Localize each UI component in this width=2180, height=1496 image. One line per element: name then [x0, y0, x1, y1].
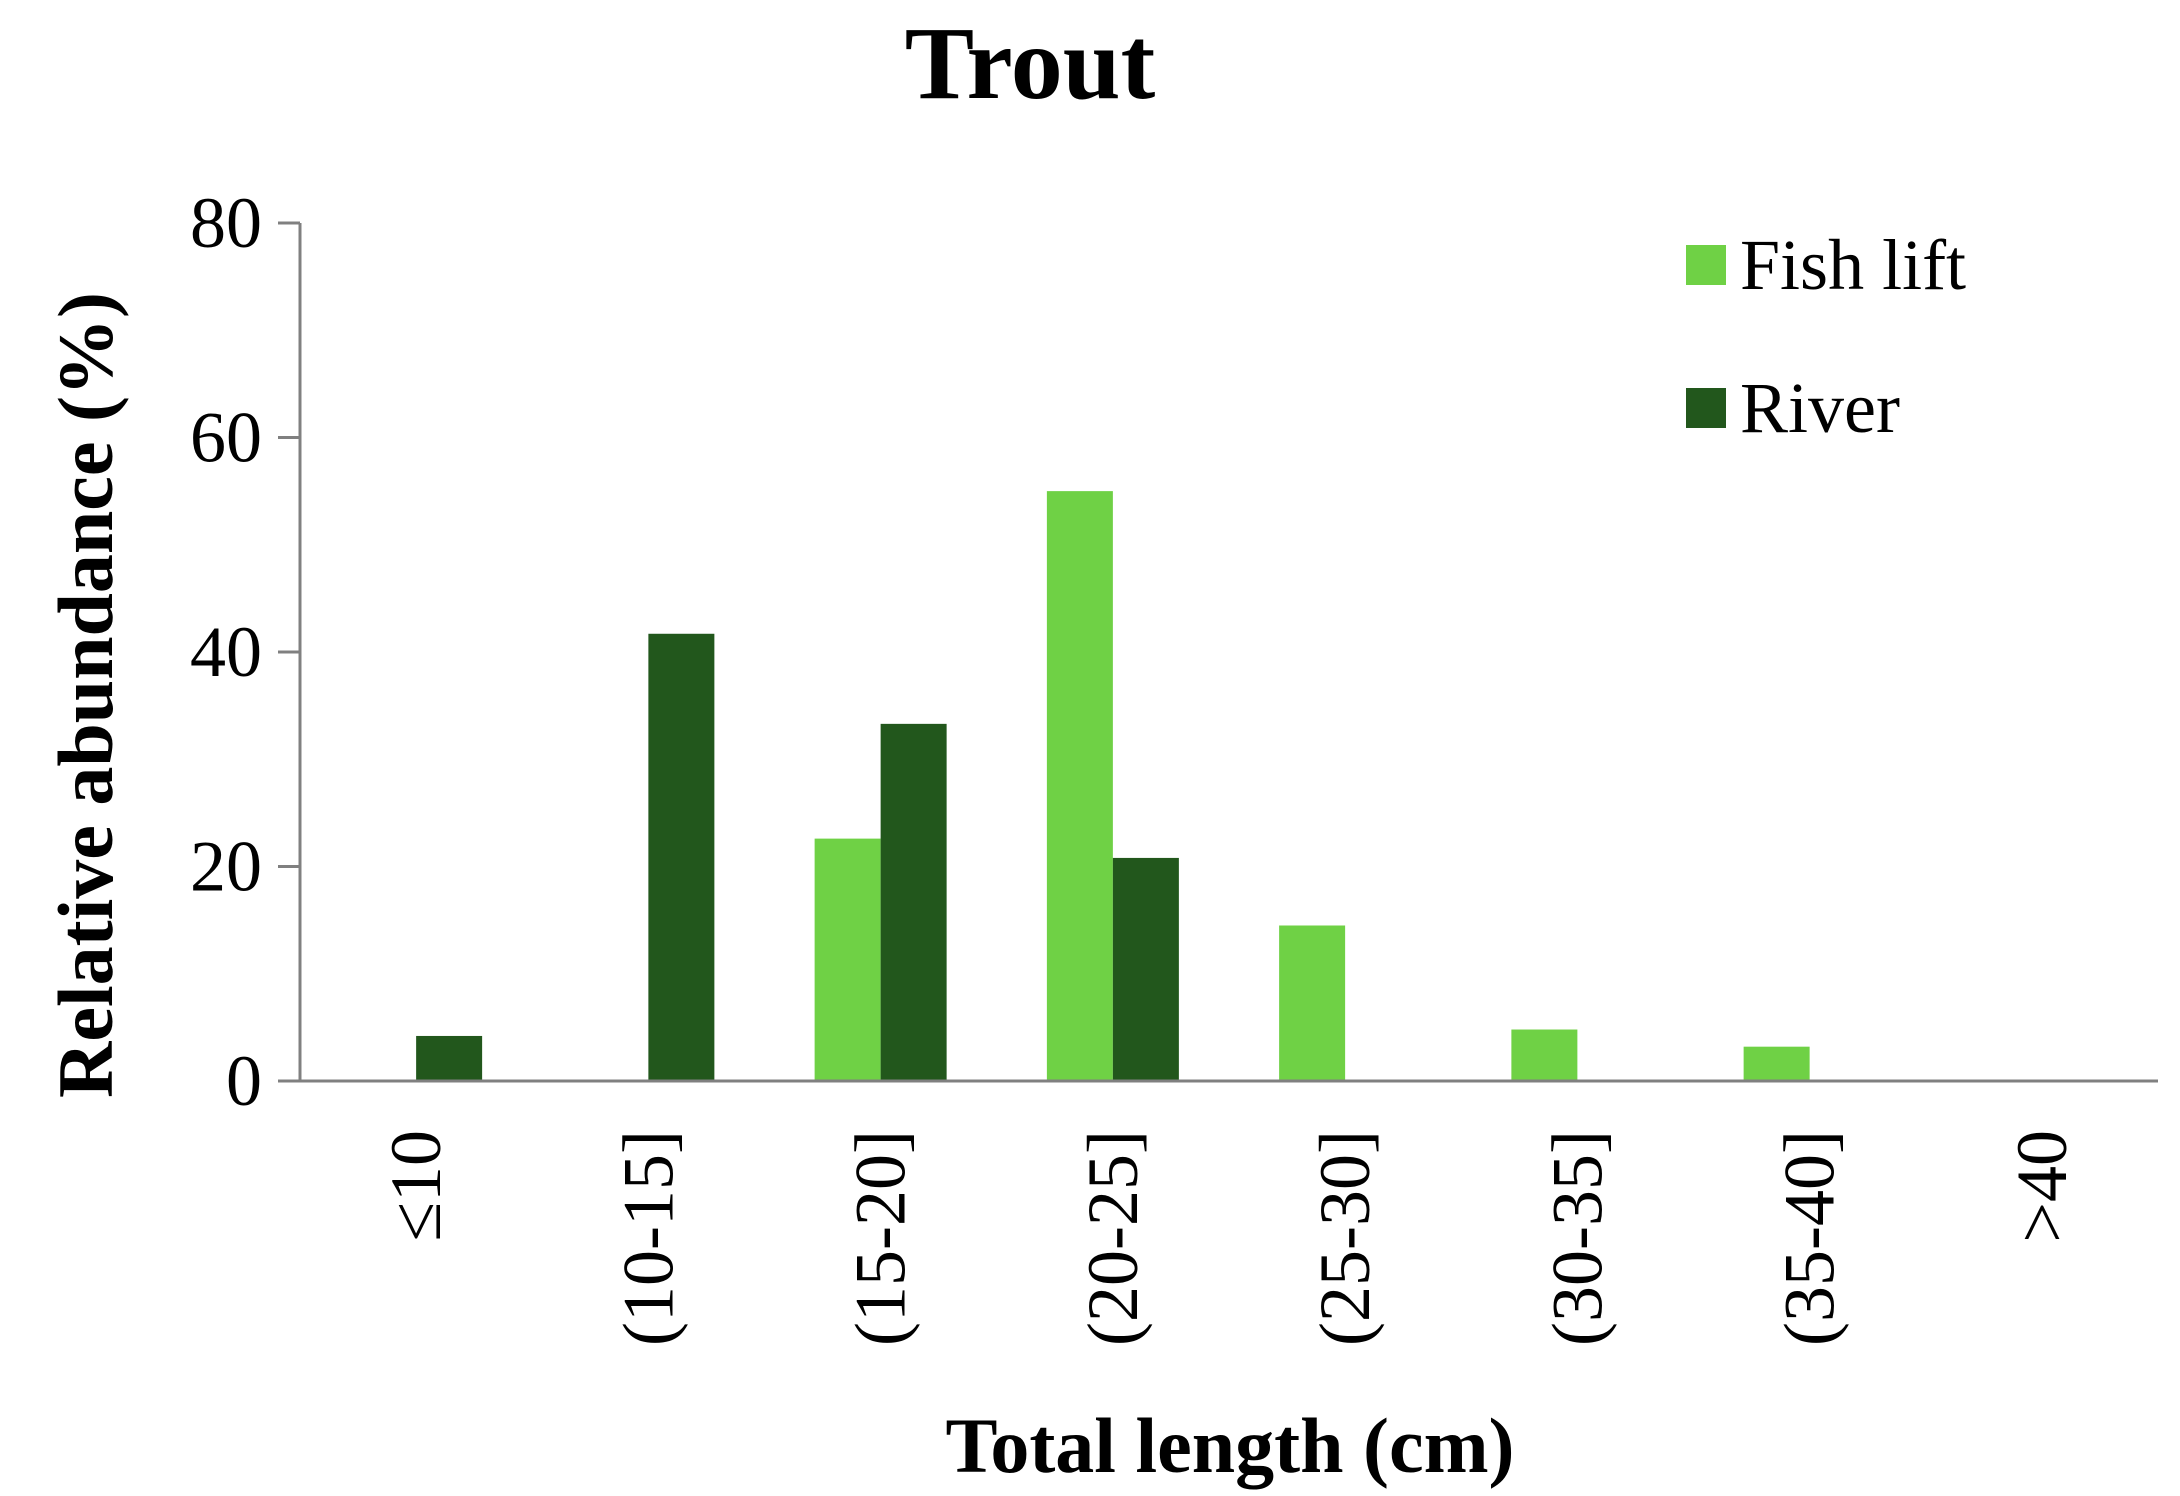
bar-river-2 [880, 723, 947, 1081]
x-tick-label-1: (10-15] [608, 1130, 688, 1346]
bar-fish-lift-5 [1511, 1029, 1578, 1081]
bar-fish-lift-3 [1046, 491, 1113, 1081]
x-tick-label-5: (30-35] [1537, 1130, 1617, 1346]
y-axis-title: Relative abundance (%) [42, 292, 129, 1098]
x-tick-label-7: >40 [2002, 1130, 2082, 1243]
legend-swatch-river [1686, 388, 1726, 428]
x-tick-label-0: ≤10 [376, 1130, 456, 1242]
x-tick-label-4: (25-30] [1305, 1130, 1385, 1346]
bar-river-0 [416, 1035, 483, 1081]
bar-fish-lift-6 [1743, 1046, 1810, 1081]
legend: Fish lift River [1686, 225, 1966, 448]
plot-area: 0 20 40 60 80 ≤10 (10-15] (15-20] (20-25] (25-30]… [190, 183, 2158, 1346]
y-tick-label-40: 40 [190, 612, 262, 692]
legend-label-fish-lift: Fish lift [1740, 225, 1966, 305]
x-axis-title: Total length (cm) [945, 1402, 1514, 1489]
y-tick-label-80: 80 [190, 183, 262, 263]
legend-swatch-fish-lift [1686, 245, 1726, 285]
bar-river-3 [1112, 857, 1179, 1081]
legend-label-river: River [1740, 368, 1900, 448]
x-tick-label-3: (20-25] [1073, 1130, 1153, 1346]
y-tick-label-20: 20 [190, 827, 262, 907]
y-tick-label-0: 0 [226, 1041, 262, 1121]
bar-river-1 [648, 633, 715, 1081]
chart-title: Trout [905, 6, 1156, 121]
bar-fish-lift-2 [814, 838, 881, 1081]
x-tick-label-6: (35-40] [1770, 1130, 1850, 1346]
bar-fish-lift-4 [1279, 925, 1346, 1081]
x-tick-label-2: (15-20] [841, 1130, 921, 1346]
y-tick-label-60: 60 [190, 398, 262, 478]
